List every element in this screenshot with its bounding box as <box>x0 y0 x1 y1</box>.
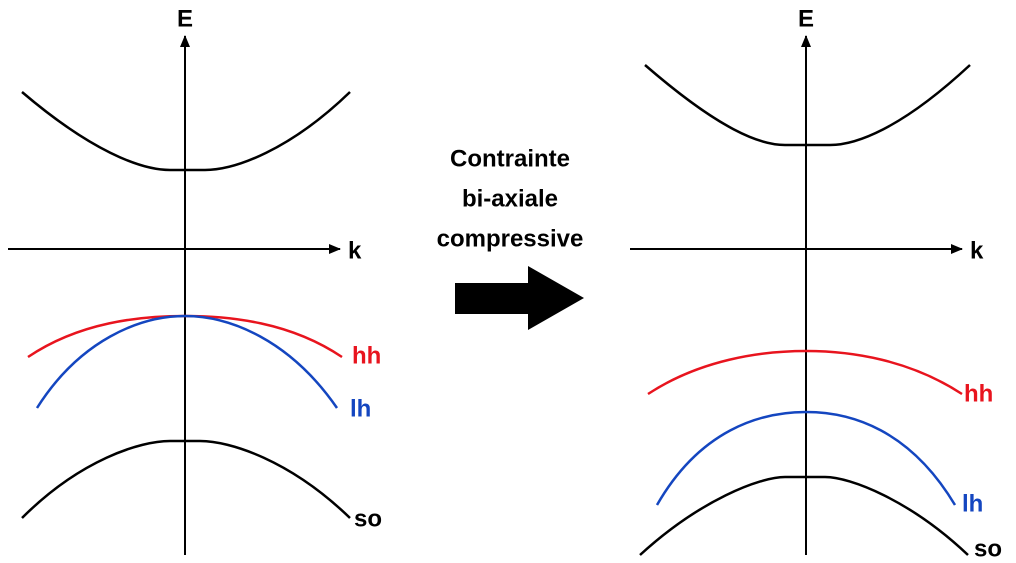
hh-label: hh <box>964 380 993 407</box>
k-label: k <box>970 237 984 264</box>
lh-band <box>35 314 339 409</box>
arrow-text: Contrainte <box>450 145 570 172</box>
block-arrow <box>455 266 584 330</box>
so-label: so <box>354 505 382 532</box>
lh-label: lh <box>350 395 371 422</box>
so-label: so <box>974 535 1002 562</box>
hh-label: hh <box>352 342 381 369</box>
right-panel: E k hh lh so <box>630 5 1002 562</box>
arrow-text: bi-axiale <box>462 185 558 212</box>
left-panel: E k hh lh so <box>8 5 382 555</box>
conduction-band <box>21 91 351 172</box>
so-band <box>21 439 351 519</box>
so-band <box>639 475 969 556</box>
conduction-band <box>644 64 971 147</box>
hh-band <box>647 349 963 396</box>
k-label: k <box>348 237 362 264</box>
arrow-text: compressive <box>437 225 584 252</box>
lh-band <box>655 410 957 506</box>
transition-arrow: Contrainte bi-axiale compressive <box>437 145 584 330</box>
energy-label: E <box>798 5 814 32</box>
lh-label: lh <box>962 490 983 517</box>
energy-label: E <box>177 5 193 32</box>
